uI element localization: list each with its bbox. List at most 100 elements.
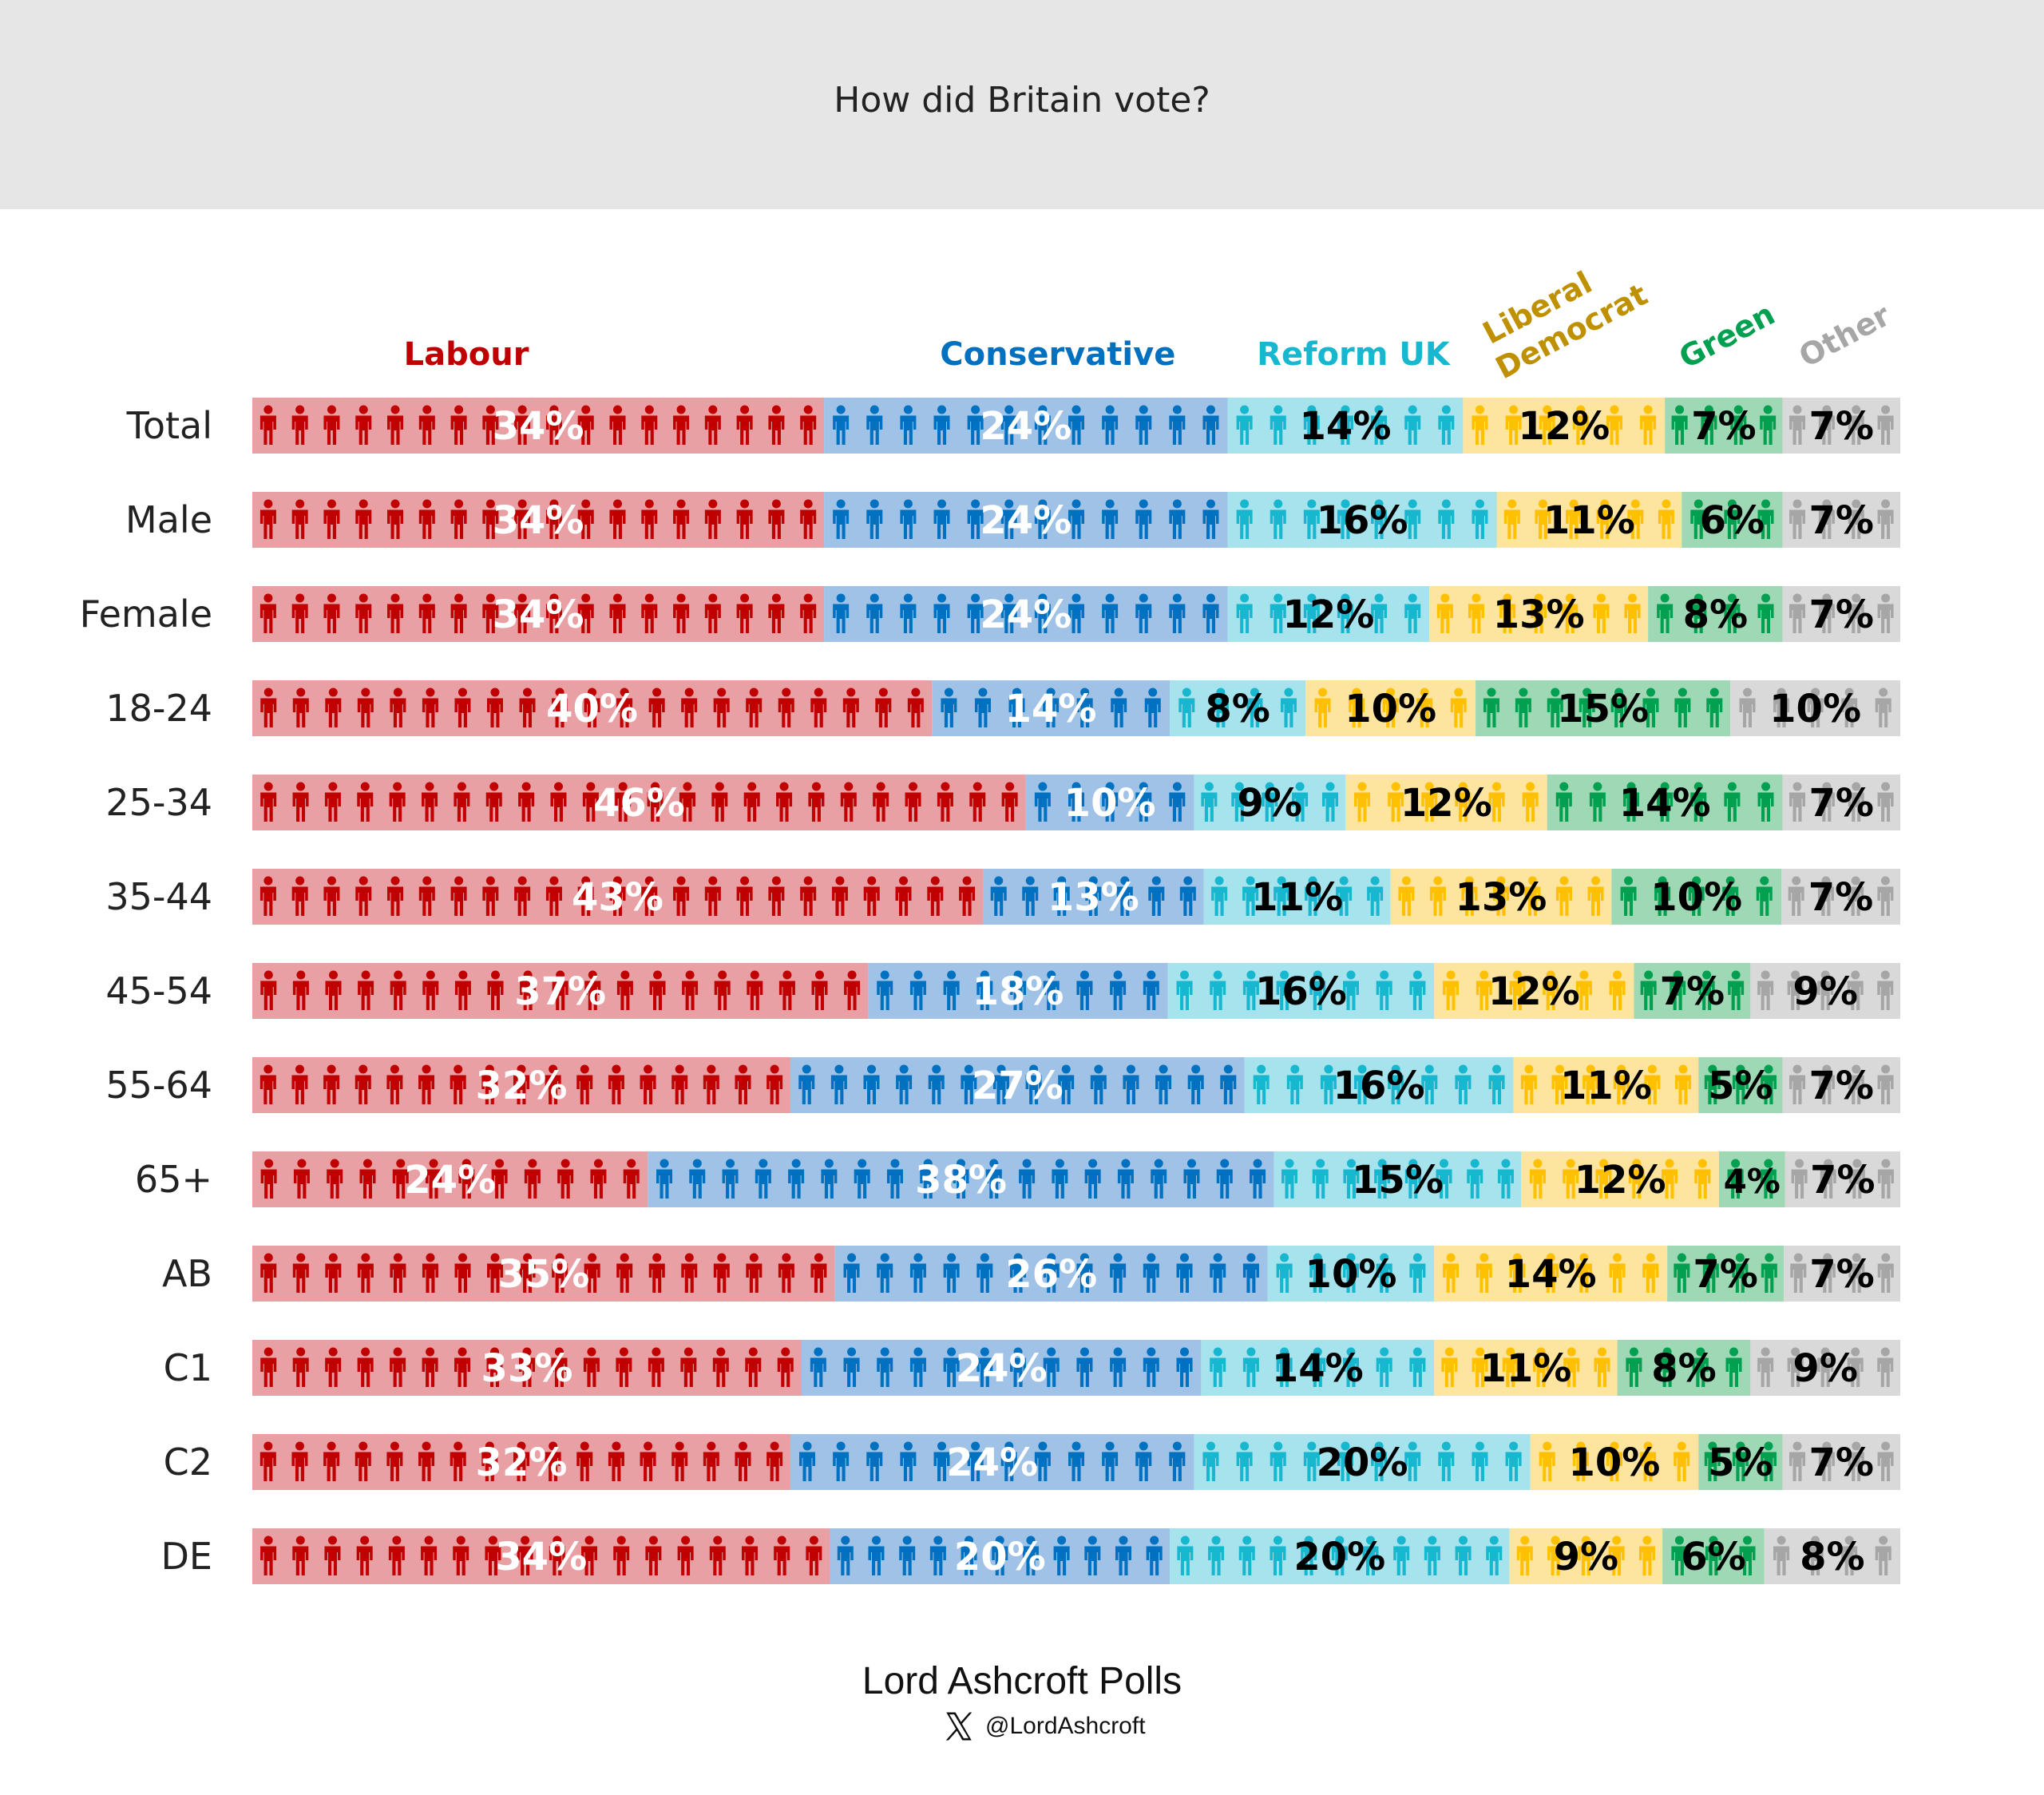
- value-label: 46%: [593, 781, 685, 826]
- segment-liberal-democrat: 11%: [1513, 1057, 1699, 1113]
- value-label: 10%: [1769, 687, 1861, 731]
- category-label: 65+: [135, 1158, 212, 1201]
- value-label: 7%: [1809, 1064, 1875, 1108]
- value-label: 9%: [1554, 1535, 1619, 1579]
- value-label: 26%: [1005, 1252, 1097, 1297]
- bar-segment: [1782, 492, 1900, 548]
- value-label: 43%: [572, 875, 664, 920]
- value-label: 11%: [1480, 1346, 1571, 1391]
- bar-segment: [1785, 1151, 1900, 1207]
- social-handle[interactable]: @LordAshcroft: [942, 1709, 1146, 1744]
- row-male: Male 34% 24% 16% 11% 6% 7%: [125, 492, 1900, 548]
- segment-other: 10%: [1730, 680, 1900, 736]
- legend-label: Other: [1793, 297, 1896, 374]
- value-label: 9%: [1792, 969, 1858, 1014]
- value-label: 24%: [404, 1158, 496, 1203]
- value-label: 34%: [495, 1535, 587, 1579]
- bar-segment: [1513, 1057, 1699, 1113]
- segment-conservative: 38%: [648, 1151, 1274, 1207]
- segment-liberal-democrat: 10%: [1305, 680, 1476, 736]
- legend-label: Reform UK: [1257, 336, 1452, 373]
- bar-segment: [1782, 775, 1900, 830]
- segment-reform-uk: 9%: [1194, 775, 1345, 830]
- value-label: 12%: [1488, 969, 1580, 1014]
- bar-segment: [1345, 775, 1547, 830]
- value-label: 10%: [1345, 687, 1436, 731]
- segment-liberal-democrat: 12%: [1434, 963, 1634, 1019]
- bar-segment: [252, 775, 1026, 830]
- value-label: 12%: [1575, 1158, 1666, 1203]
- value-label: 7%: [1693, 1252, 1758, 1297]
- value-label: 15%: [1352, 1158, 1444, 1203]
- page-title: How did Britain vote?: [834, 80, 1210, 121]
- value-label: 14%: [1272, 1346, 1364, 1391]
- segment-green: 5%: [1698, 1434, 1783, 1490]
- value-label: 9%: [1792, 1346, 1858, 1391]
- segment-reform-uk: 10%: [1267, 1246, 1435, 1302]
- value-label: 7%: [1809, 404, 1875, 449]
- segment-conservative: 10%: [1025, 775, 1194, 830]
- bar-segment: [252, 398, 825, 454]
- value-label: 34%: [493, 404, 584, 449]
- segment-green: 10%: [1611, 869, 1782, 925]
- segment-labour: 32%: [252, 1434, 790, 1490]
- legend-label: Labour: [404, 336, 529, 373]
- segment-green: 7%: [1665, 398, 1783, 454]
- segment-liberal-democrat: 13%: [1429, 586, 1649, 642]
- category-label: Male: [125, 498, 212, 541]
- value-label: 11%: [1543, 498, 1635, 543]
- value-label: 12%: [1282, 592, 1374, 637]
- segment-labour: 40%: [252, 680, 933, 736]
- segment-reform-uk: 16%: [1167, 963, 1435, 1019]
- legend-labour: Labour: [404, 336, 529, 373]
- value-label: 4%: [1724, 1162, 1781, 1201]
- source-title: Lord Ashcroft Polls: [862, 1660, 1182, 1702]
- segment-other: 7%: [1785, 1151, 1900, 1207]
- segment-liberal-democrat: 14%: [1434, 1246, 1668, 1302]
- segment-other: 7%: [1782, 398, 1900, 454]
- segment-reform-uk: 14%: [1201, 1340, 1435, 1396]
- row-c2: C2 32% 24% 20% 10% 5% 7%: [164, 1434, 1900, 1490]
- value-label: 5%: [1708, 1064, 1773, 1108]
- legend-label: Green: [1674, 296, 1781, 375]
- bar-segment: [824, 586, 1228, 642]
- segment-green: 6%: [1662, 1528, 1765, 1584]
- segment-liberal-democrat: 13%: [1390, 869, 1612, 925]
- bar-segment: [1203, 869, 1391, 925]
- value-label: 20%: [954, 1535, 1046, 1579]
- segment-conservative: 13%: [982, 869, 1204, 925]
- segment-liberal-democrat: 10%: [1530, 1434, 1699, 1490]
- bar-segment: [824, 492, 1228, 548]
- value-label: 20%: [1317, 1440, 1408, 1485]
- legend: Labour Conservative Reform UK LiberalDemocr…: [404, 264, 1896, 386]
- bar-segment: [1434, 963, 1634, 1019]
- segment-conservative: 24%: [824, 398, 1228, 454]
- segment-conservative: 20%: [830, 1528, 1171, 1584]
- row-18-24: 18-24 40% 14% 8% 10% 15% 10%: [105, 680, 1900, 736]
- segment-reform-uk: 8%: [1170, 680, 1306, 736]
- handle-text: @LordAshcroft: [985, 1713, 1146, 1739]
- value-label: 7%: [1808, 875, 1874, 920]
- value-label: 32%: [476, 1440, 568, 1485]
- value-label: 33%: [481, 1346, 573, 1391]
- segment-liberal-democrat: 12%: [1521, 1151, 1719, 1207]
- value-label: 11%: [1251, 875, 1343, 920]
- segment-conservative: 24%: [824, 492, 1228, 548]
- bar-segment: [1463, 398, 1666, 454]
- value-label: 18%: [972, 969, 1064, 1014]
- value-label: 38%: [915, 1158, 1007, 1203]
- segment-labour: 35%: [252, 1246, 835, 1302]
- bar-segment: [1784, 1246, 1900, 1302]
- segment-conservative: 24%: [790, 1434, 1194, 1490]
- row-45-54: 45-54 37% 18% 16% 12% 7% 9%: [105, 963, 1900, 1019]
- segment-liberal-democrat: 11%: [1434, 1340, 1618, 1396]
- segment-reform-uk: 20%: [1170, 1528, 1510, 1584]
- value-label: 24%: [946, 1440, 1038, 1485]
- value-label: 8%: [1651, 1346, 1717, 1391]
- segment-conservative: 24%: [802, 1340, 1202, 1396]
- segment-green: 4%: [1718, 1151, 1785, 1207]
- segment-liberal-democrat: 9%: [1509, 1528, 1663, 1584]
- bar-segment: [1434, 1340, 1618, 1396]
- segment-other: 7%: [1782, 1057, 1900, 1113]
